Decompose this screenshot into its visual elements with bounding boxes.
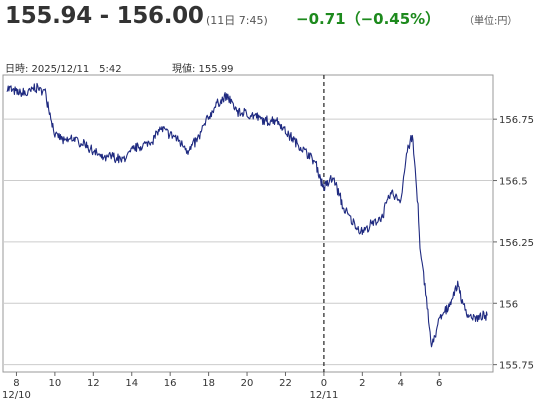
price-series-line xyxy=(6,82,488,348)
unit-label: （単位:円） xyxy=(464,16,518,27)
datetime-label: 日時: 2025/12/11 5:42 xyxy=(5,64,122,75)
y-tick-label: 156.75 xyxy=(499,115,534,126)
y-tick-label: 156.25 xyxy=(499,238,534,249)
y-tick-label: 156.5 xyxy=(499,177,528,188)
x-tick-label: 0 xyxy=(321,378,327,389)
x-tick-label: 8 xyxy=(13,378,19,389)
x-tick-label: 22 xyxy=(279,378,292,389)
x-tick-label: 2 xyxy=(359,378,365,389)
x-tick-label: 4 xyxy=(398,378,404,389)
y-tick-label: 156 xyxy=(499,299,518,310)
x-tick-label: 16 xyxy=(164,378,177,389)
quote-range: 155.94 - 156.00 xyxy=(5,3,204,29)
x-tick-label: 6 xyxy=(436,378,442,389)
y-tick-label: 155.75 xyxy=(499,361,534,372)
plot-frame xyxy=(2,74,494,373)
x-tick-label: 18 xyxy=(202,378,215,389)
price-change: −0.71（−0.45%） xyxy=(296,10,441,28)
date-label: 12/11 xyxy=(309,390,338,400)
quote-header: 155.94 - 156.00 (11日 7:45) −0.71（−0.45%）… xyxy=(0,0,545,36)
x-tick-label: 12 xyxy=(87,378,100,389)
date-label: 12/10 xyxy=(2,390,31,400)
x-tick-label: 20 xyxy=(241,378,254,389)
quote-time: (11日 7:45) xyxy=(206,14,268,27)
x-tick-label: 14 xyxy=(125,378,138,389)
x-tick-label: 10 xyxy=(49,378,62,389)
current-value-label: 現値: 155.99 xyxy=(172,64,234,75)
